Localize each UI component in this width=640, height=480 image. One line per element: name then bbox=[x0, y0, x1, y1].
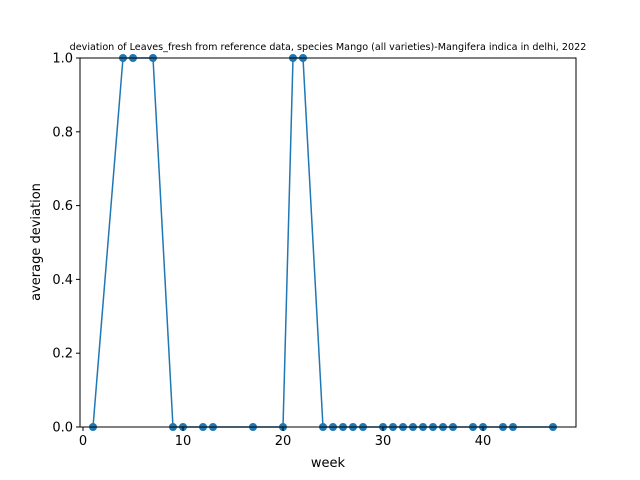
chart-title: deviation of Leaves_fresh from reference… bbox=[70, 42, 587, 53]
plot-frame bbox=[79, 57, 577, 428]
y-axis-ticks: 0.0 0.2 0.4 0.6 0.8 1.0 bbox=[52, 52, 80, 436]
y-axis-label: average deviation bbox=[29, 183, 44, 301]
y-tick-label: 0.0 bbox=[52, 421, 73, 436]
y-tick-label: 0.4 bbox=[52, 273, 73, 288]
x-tick-label: 20 bbox=[275, 434, 292, 449]
x-tick-label: 40 bbox=[475, 434, 492, 449]
y-tick-label: 0.8 bbox=[52, 125, 73, 140]
x-axis-ticks: 0 10 20 30 40 bbox=[79, 427, 491, 449]
y-tick-label: 0.2 bbox=[52, 347, 73, 362]
x-tick-label: 30 bbox=[375, 434, 392, 449]
y-tick-label: 0.6 bbox=[52, 199, 73, 214]
x-axis-label: week bbox=[311, 456, 346, 471]
y-tick-label: 1.0 bbox=[52, 52, 73, 67]
x-tick-label: 10 bbox=[175, 434, 192, 449]
x-tick-label: 0 bbox=[79, 434, 87, 449]
